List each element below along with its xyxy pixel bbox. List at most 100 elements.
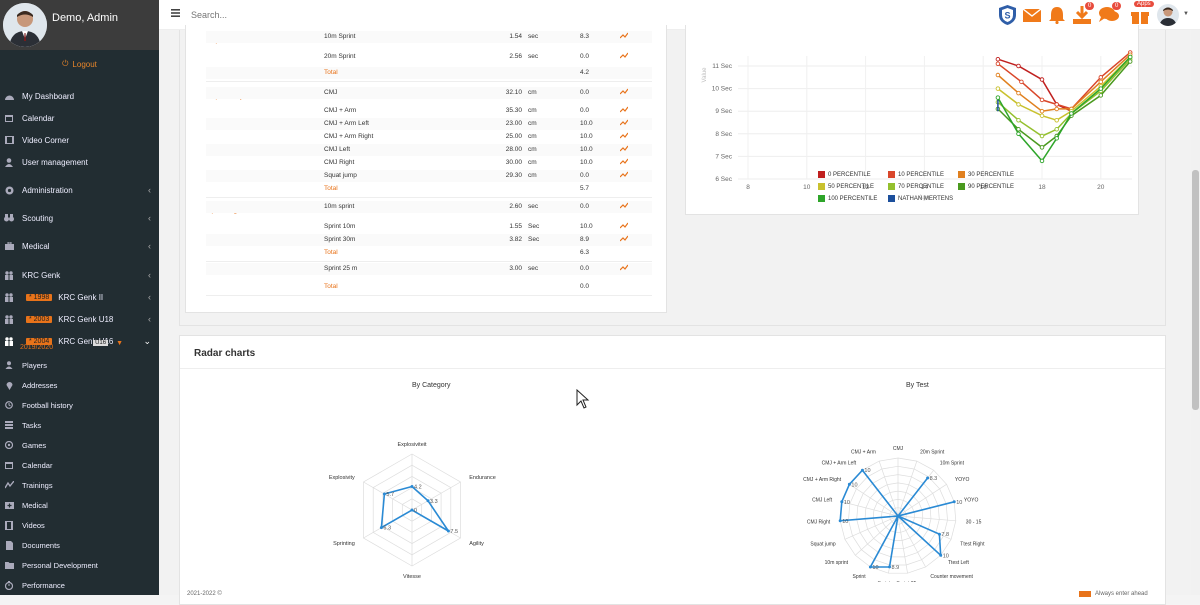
radar-value-point [888, 565, 891, 569]
chevron-left-icon: ‹ [148, 213, 151, 223]
sidebar-item-scouting[interactable]: Scouting ‹ [0, 209, 159, 227]
radar-value-label: 6.3 [383, 526, 391, 532]
data-point [1054, 136, 1059, 141]
scrollbar-thumb[interactable] [1192, 170, 1199, 410]
chevron-left-icon: ‹ [148, 270, 151, 280]
legend-item[interactable]: 30 PERCENTILE [958, 171, 1014, 178]
chart-link-icon[interactable] [619, 52, 629, 61]
test-value: 29.30 [505, 172, 522, 179]
test-unit: cm [528, 89, 537, 96]
radar-value-point [410, 485, 414, 488]
test-score: 4.2 [580, 69, 590, 76]
sidebar-subitem-football-history[interactable]: Football history [0, 396, 159, 414]
x-tick-label: 18 [1038, 184, 1046, 191]
chart-link-icon[interactable] [619, 222, 629, 231]
user-avatar[interactable] [1157, 4, 1179, 26]
legend-item[interactable]: 0 PERCENTILE [818, 171, 871, 178]
sidebar-item-team-2004[interactable]: * 2004 KRC Genk U16 ⌄ [0, 332, 159, 350]
download-icon[interactable] [1073, 6, 1091, 26]
person-icon [4, 360, 14, 370]
legend-item[interactable]: NATHAN MERTENS [888, 195, 953, 202]
comments-icon[interactable] [1099, 6, 1119, 25]
test-value: 2.56 [509, 53, 522, 60]
search-input[interactable] [191, 7, 491, 23]
season-selector[interactable]: 2019/2020 U16 ▼ [20, 339, 123, 351]
sidebar-subitem-trainings[interactable]: Trainings [0, 476, 159, 494]
sidebar-subitem-medical[interactable]: Medical [0, 496, 159, 514]
user-menu-caret-icon[interactable]: ▼ [1183, 11, 1189, 17]
chart-link-icon[interactable] [619, 119, 629, 128]
chart-link-icon[interactable] [619, 88, 629, 97]
chart-link-icon[interactable] [619, 235, 629, 244]
bell-icon[interactable] [1049, 6, 1065, 26]
test-name: Total [324, 283, 338, 290]
sidebar-item-my-dashboard[interactable]: My Dashboard [0, 87, 159, 105]
legend-item[interactable]: 10 PERCENTILE [888, 171, 944, 178]
test-value: 2.60 [509, 203, 522, 210]
test-score: 10.0 [580, 133, 593, 140]
legend-label: 0 PERCENTILE [828, 171, 871, 178]
radar-axis-label: Vitesse [403, 574, 421, 580]
sidebar-subitem-documents[interactable]: Documents [0, 536, 159, 554]
hamburger-menu-icon[interactable] [171, 9, 180, 19]
chart-link-icon[interactable] [619, 132, 629, 141]
test-score: 0.0 [580, 89, 590, 96]
sidebar-subitem-tasks[interactable]: Tasks [0, 416, 159, 434]
legend-swatch [958, 171, 965, 178]
chart-link-icon[interactable] [619, 145, 629, 154]
sidebar-item-label: KRC Genk II [58, 292, 104, 302]
chart-link-icon[interactable] [619, 264, 629, 273]
table-row: CMJ + Arm Right 25.00 cm 10.0 [206, 131, 652, 143]
chart-link-icon[interactable] [619, 106, 629, 115]
test-unit: cm [528, 120, 537, 127]
radar-value-point [426, 499, 430, 503]
chart-link-icon[interactable] [619, 171, 629, 180]
sidebar-item-user-management[interactable]: User management [0, 153, 159, 171]
briefcase-icon [4, 241, 14, 251]
chart-link-icon[interactable] [619, 158, 629, 167]
radar-axis-line [844, 515, 899, 540]
data-point [995, 72, 1001, 78]
sidebar-subitem-videos[interactable]: Videos [0, 516, 159, 534]
shield-icon[interactable]: S [999, 5, 1016, 27]
x-axis-label: Age [919, 195, 930, 201]
test-value: 3.82 [509, 236, 522, 243]
radar-section-title: Radar charts [194, 348, 256, 359]
scrollbar[interactable] [1191, 30, 1200, 595]
chart-link-icon[interactable] [619, 32, 629, 41]
sidebar-subitem-calendar[interactable]: Calendar [0, 456, 159, 474]
sidebar-item-label: KRC Genk U16 [58, 336, 114, 346]
sidebar-item-team-2003[interactable]: * 2003 KRC Genk U18 ‹ [0, 310, 159, 328]
test-unit: cm [528, 146, 537, 153]
data-point [1127, 54, 1133, 60]
sidebar-item-label: Administration [22, 185, 73, 195]
gift-apps-icon[interactable] [1131, 8, 1149, 26]
legend-swatch [818, 195, 825, 202]
radar-axis-line [897, 461, 918, 517]
user-avatar[interactable] [3, 3, 47, 47]
sidebar-item-video-corner[interactable]: Video Corner [0, 131, 159, 149]
sidebar-subitem-players[interactable]: Players [0, 356, 159, 374]
sidebar-subitem-personal-development[interactable]: Personal Development [0, 556, 159, 574]
logout-link[interactable]: ⏻ Logout [0, 50, 159, 78]
sidebar-item-calendar[interactable]: Calendar [0, 109, 159, 127]
sidebar-subitem-addresses[interactable]: Addresses [0, 376, 159, 394]
footer-copyright: 2021-2022 © [187, 591, 222, 597]
chart-link-icon[interactable] [619, 202, 629, 211]
test-score: 10.0 [580, 223, 593, 230]
sidebar-subitem-games[interactable]: Games [0, 436, 159, 454]
radar-value-point [860, 468, 864, 472]
sidebar-item-medical[interactable]: Medical ‹ [0, 237, 159, 255]
legend-item[interactable]: 100 PERCENTILE [818, 195, 877, 202]
sidebar-item-administration[interactable]: Administration ‹ [0, 181, 159, 199]
sidebar-subitem-performance[interactable]: Performance [0, 576, 159, 594]
legend-item[interactable]: 90 PERCENTILE [958, 183, 1014, 190]
test-score: 6.3 [580, 249, 590, 256]
sidebar-item-team-1998[interactable]: * 1998 KRC Genk II ‹ [0, 288, 159, 306]
envelope-icon[interactable] [1022, 8, 1042, 24]
sidebar-item-krc-genk[interactable]: KRC Genk ‹ [0, 266, 159, 284]
legend-item[interactable]: 50 PERCENTILE [818, 183, 874, 190]
sidebar-item-label: Addresses [22, 380, 58, 390]
legend-item[interactable]: 70 PERCENTILE [888, 183, 944, 190]
